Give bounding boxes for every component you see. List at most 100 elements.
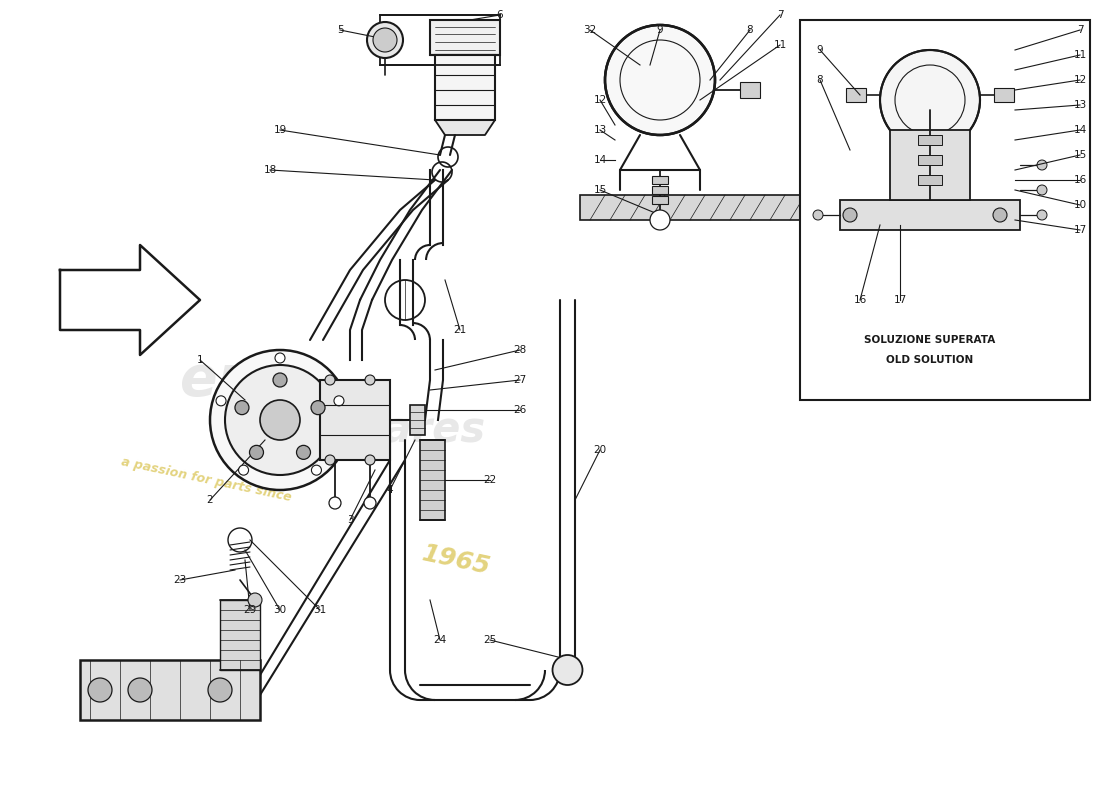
Text: 16: 16 bbox=[854, 295, 867, 305]
Circle shape bbox=[329, 497, 341, 509]
Bar bbox=[840, 200, 1020, 230]
Circle shape bbox=[239, 465, 249, 475]
Circle shape bbox=[297, 446, 310, 459]
Circle shape bbox=[650, 210, 670, 230]
Text: a passion for parts since: a passion for parts since bbox=[120, 455, 293, 505]
Text: 22: 22 bbox=[483, 475, 496, 485]
Text: 19: 19 bbox=[274, 125, 287, 135]
Circle shape bbox=[226, 365, 336, 475]
Text: 9: 9 bbox=[657, 25, 663, 35]
Bar bbox=[652, 176, 668, 184]
Text: 4: 4 bbox=[387, 485, 394, 495]
Circle shape bbox=[813, 210, 823, 220]
Text: 27: 27 bbox=[514, 375, 527, 385]
Text: 21: 21 bbox=[453, 325, 466, 335]
Circle shape bbox=[275, 353, 285, 363]
Circle shape bbox=[605, 25, 715, 135]
Circle shape bbox=[216, 396, 225, 406]
Bar bbox=[890, 130, 970, 200]
Circle shape bbox=[311, 465, 321, 475]
Text: 24: 24 bbox=[433, 635, 447, 645]
Bar bbox=[320, 380, 390, 460]
Text: 17: 17 bbox=[893, 295, 906, 305]
Circle shape bbox=[364, 497, 376, 509]
Bar bbox=[379, 15, 500, 65]
Text: 8: 8 bbox=[747, 25, 754, 35]
Text: 25: 25 bbox=[483, 635, 496, 645]
Circle shape bbox=[208, 678, 232, 702]
Bar bbox=[652, 186, 668, 194]
Circle shape bbox=[235, 401, 249, 414]
Bar bbox=[918, 175, 942, 185]
Circle shape bbox=[552, 655, 583, 685]
Polygon shape bbox=[434, 120, 495, 135]
Circle shape bbox=[880, 50, 980, 150]
Bar bbox=[846, 88, 866, 102]
Circle shape bbox=[260, 400, 300, 440]
Text: 20: 20 bbox=[593, 445, 606, 455]
Circle shape bbox=[324, 455, 336, 465]
Text: 8: 8 bbox=[816, 75, 823, 85]
Text: SOLUZIONE SUPERATA: SOLUZIONE SUPERATA bbox=[865, 335, 996, 345]
Circle shape bbox=[88, 678, 112, 702]
Text: 17: 17 bbox=[1074, 225, 1087, 235]
Text: 15: 15 bbox=[593, 185, 606, 195]
Bar bbox=[420, 440, 446, 520]
Circle shape bbox=[324, 375, 336, 385]
Bar bbox=[994, 88, 1014, 102]
Text: 16: 16 bbox=[1074, 175, 1087, 185]
Text: 12: 12 bbox=[1074, 75, 1087, 85]
Text: 15: 15 bbox=[1074, 150, 1087, 160]
Text: 29: 29 bbox=[243, 605, 256, 615]
Text: 30: 30 bbox=[274, 605, 287, 615]
Circle shape bbox=[250, 446, 264, 459]
Circle shape bbox=[367, 22, 403, 58]
Text: 10: 10 bbox=[1074, 200, 1087, 210]
Circle shape bbox=[273, 373, 287, 387]
Bar bbox=[430, 20, 500, 55]
Circle shape bbox=[843, 208, 857, 222]
Circle shape bbox=[1037, 160, 1047, 170]
Text: 7: 7 bbox=[777, 10, 783, 20]
Bar bbox=[220, 600, 260, 670]
Circle shape bbox=[210, 350, 350, 490]
Text: 1965: 1965 bbox=[420, 541, 493, 579]
Circle shape bbox=[248, 593, 262, 607]
Text: 32: 32 bbox=[583, 25, 596, 35]
Text: 13: 13 bbox=[593, 125, 606, 135]
Text: 31: 31 bbox=[314, 605, 327, 615]
Bar bbox=[800, 20, 1090, 400]
Text: spares: spares bbox=[330, 409, 486, 451]
Bar bbox=[740, 82, 760, 98]
Text: 9: 9 bbox=[816, 45, 823, 55]
Bar bbox=[918, 135, 942, 145]
Circle shape bbox=[365, 455, 375, 465]
Circle shape bbox=[993, 208, 1007, 222]
Text: euro: euro bbox=[180, 353, 322, 407]
Circle shape bbox=[365, 375, 375, 385]
Text: 2: 2 bbox=[207, 495, 213, 505]
Text: OLD SOLUTION: OLD SOLUTION bbox=[887, 355, 974, 365]
Bar bbox=[410, 405, 425, 435]
Text: 11: 11 bbox=[773, 40, 786, 50]
Text: 13: 13 bbox=[1074, 100, 1087, 110]
Text: 14: 14 bbox=[593, 155, 606, 165]
Text: 23: 23 bbox=[174, 575, 187, 585]
Circle shape bbox=[311, 401, 324, 414]
Text: 12: 12 bbox=[593, 95, 606, 105]
Text: 6: 6 bbox=[497, 10, 504, 20]
Text: 14: 14 bbox=[1074, 125, 1087, 135]
Bar bbox=[80, 660, 260, 720]
Text: 18: 18 bbox=[263, 165, 276, 175]
Bar bbox=[652, 196, 668, 204]
Circle shape bbox=[1037, 210, 1047, 220]
Bar bbox=[580, 195, 800, 220]
Text: 28: 28 bbox=[514, 345, 527, 355]
Circle shape bbox=[334, 396, 344, 406]
Text: 5: 5 bbox=[337, 25, 343, 35]
Text: 11: 11 bbox=[1074, 50, 1087, 60]
Bar bbox=[434, 55, 495, 120]
Text: 3: 3 bbox=[346, 515, 353, 525]
Circle shape bbox=[1037, 185, 1047, 195]
Text: 26: 26 bbox=[514, 405, 527, 415]
